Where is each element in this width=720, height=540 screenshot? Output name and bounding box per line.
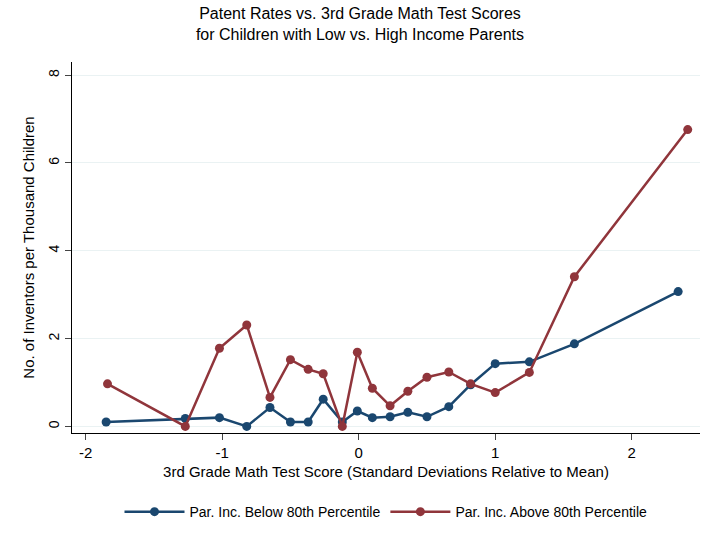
svg-text:4: 4 (46, 245, 62, 253)
svg-text:Par. Inc. Below 80th Percentil: Par. Inc. Below 80th Percentile (190, 504, 381, 520)
svg-text:Patent Rates vs. 3rd Grade Mat: Patent Rates vs. 3rd Grade Math Test Sco… (196, 5, 524, 43)
svg-text:-1: -1 (215, 444, 228, 461)
svg-text:2: 2 (628, 444, 636, 461)
svg-text:8: 8 (46, 69, 62, 77)
svg-text:1: 1 (491, 444, 499, 461)
svg-text:Par. Inc. Above 80th Percentil: Par. Inc. Above 80th Percentile (455, 504, 647, 520)
svg-text:6: 6 (46, 157, 62, 165)
svg-text:-2: -2 (79, 444, 92, 461)
svg-text:No. of Inventors per Thousand: No. of Inventors per Thousand Children (20, 116, 37, 378)
svg-text:0: 0 (46, 420, 62, 428)
svg-text:3rd Grade Math Test Score (Sta: 3rd Grade Math Test Score (Standard Devi… (163, 463, 609, 480)
svg-text:2: 2 (46, 332, 62, 340)
svg-text:0: 0 (355, 444, 363, 461)
